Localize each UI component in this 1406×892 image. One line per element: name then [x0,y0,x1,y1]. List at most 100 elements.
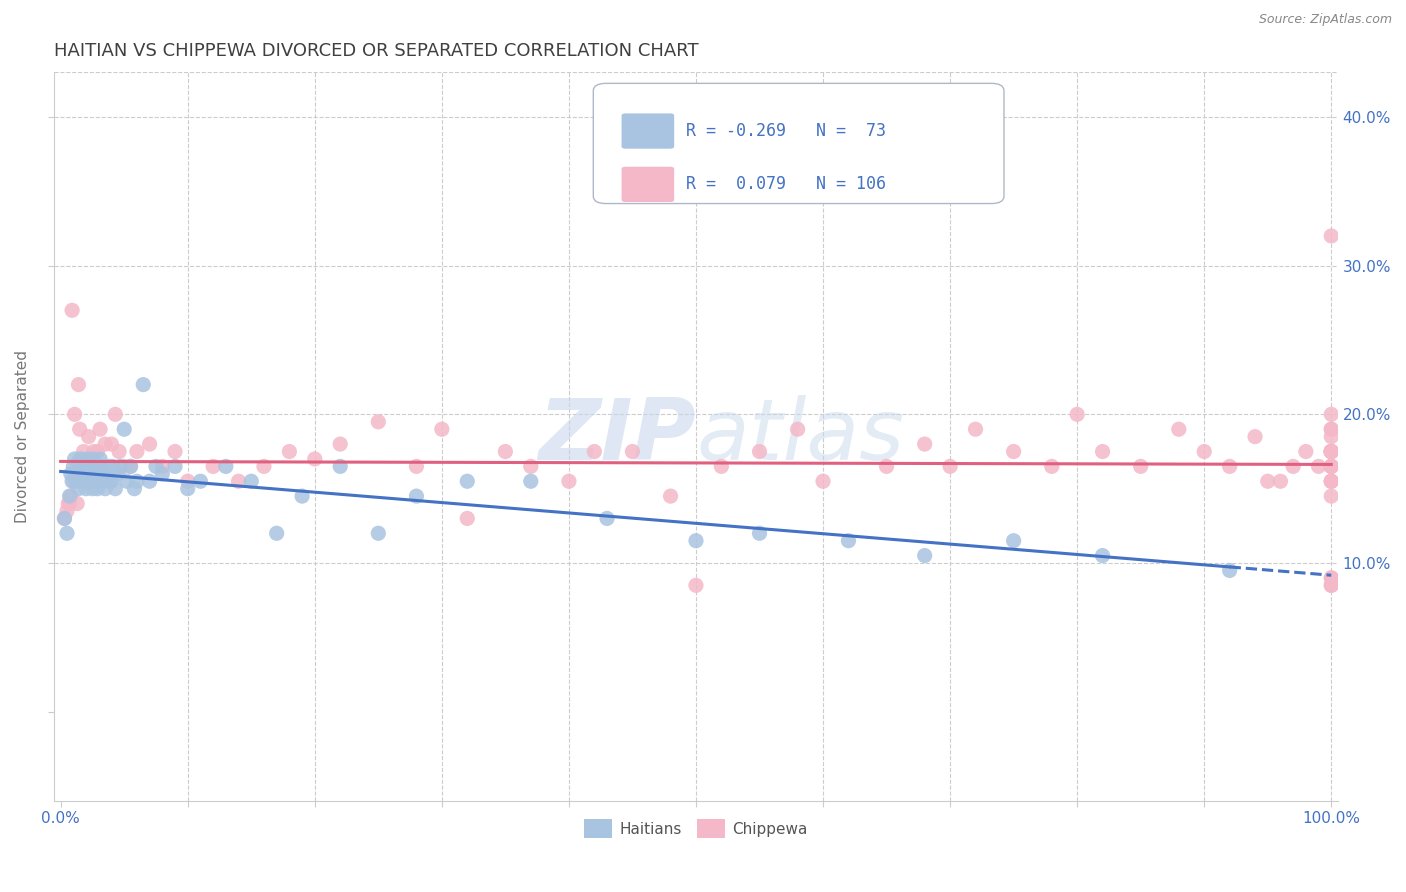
Point [1295,444,1317,458]
Point [1320,430,1343,444]
FancyBboxPatch shape [621,167,673,202]
Point [1091,549,1114,563]
Point [1219,564,1241,578]
Point [190,475,212,489]
Point [83,444,105,458]
Point [1320,444,1343,458]
Point [87,475,110,489]
Point [69,452,91,467]
Point [82,459,104,474]
Point [110,459,132,474]
Point [104,408,127,422]
Point [1320,475,1343,489]
Point [63,452,86,467]
Point [69,475,91,489]
Point [125,444,148,458]
Point [84,475,107,489]
Point [837,533,859,548]
Point [79,467,101,481]
Point [97,467,120,481]
Point [1320,444,1343,458]
Point [1320,459,1343,474]
Point [72,444,94,458]
Point [58,497,80,511]
Point [72,475,94,489]
Point [67,377,90,392]
Point [520,459,543,474]
Point [97,459,120,474]
Point [1320,459,1343,474]
Point [77,430,100,444]
Point [914,437,936,451]
Text: atlas: atlas [696,395,904,478]
Point [65,475,87,489]
Point [1320,422,1343,436]
Point [63,408,86,422]
Point [1320,475,1343,489]
Point [120,459,142,474]
Point [1040,459,1063,474]
Point [104,482,127,496]
Point [558,475,581,489]
Point [70,452,93,467]
Point [1320,444,1343,458]
Point [659,489,682,503]
Text: HAITIAN VS CHIPPEWA DIVORCED OR SEPARATED CORRELATION CHART: HAITIAN VS CHIPPEWA DIVORCED OR SEPARATE… [55,42,699,60]
Point [89,452,111,467]
Point [304,452,326,467]
Point [583,444,606,458]
Point [59,489,82,503]
Point [1320,578,1343,592]
Point [748,526,770,541]
Point [72,459,94,474]
Point [125,475,148,489]
Point [1257,475,1279,489]
Point [685,533,707,548]
Point [69,422,91,436]
Point [65,475,87,489]
Point [108,444,131,458]
Point [76,459,98,474]
Point [1282,459,1305,474]
Point [91,467,114,481]
Point [79,475,101,489]
Point [58,489,80,503]
Point [786,422,808,436]
Point [124,482,146,496]
Point [329,437,352,451]
Point [80,475,103,489]
Point [73,475,96,489]
Point [1320,444,1343,458]
Point [914,549,936,563]
Point [82,482,104,496]
Point [965,422,987,436]
Point [60,475,83,489]
Point [291,489,314,503]
Point [215,459,238,474]
Point [1219,459,1241,474]
Point [685,578,707,592]
Point [101,459,124,474]
Point [1320,578,1343,592]
Point [1320,475,1343,489]
Point [329,459,352,474]
Point [82,459,104,474]
Point [96,475,118,489]
Point [367,415,389,429]
Point [97,475,120,489]
Point [94,482,117,496]
Point [100,437,122,451]
Point [59,467,82,481]
Point [89,422,111,436]
Text: R = -0.269   N =  73: R = -0.269 N = 73 [686,122,886,140]
Point [1320,459,1343,474]
Point [1002,444,1025,458]
Point [1066,408,1088,422]
Point [67,482,90,496]
Point [163,459,186,474]
Point [748,444,770,458]
Point [1320,444,1343,458]
Point [811,475,834,489]
Y-axis label: Divorced or Separated: Divorced or Separated [15,351,30,523]
Point [939,459,962,474]
